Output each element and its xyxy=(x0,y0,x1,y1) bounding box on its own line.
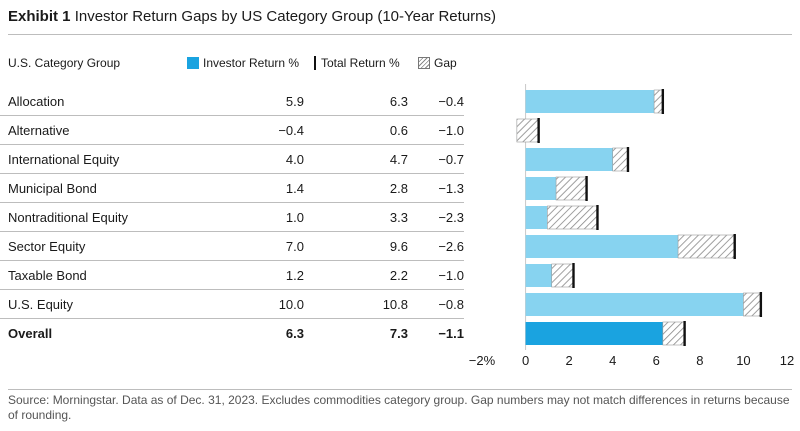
table-row: Nontraditional Equity 1.0 3.3 −2.3 xyxy=(0,202,464,232)
category-name: Overall xyxy=(8,325,53,341)
investor-return-value: 1.0 xyxy=(228,202,304,232)
gap-value: −0.7 xyxy=(408,144,464,174)
table-row-overall: Overall 6.3 7.3 −1.1 xyxy=(0,319,464,348)
footer-divider xyxy=(8,389,792,390)
total-return-value: 4.7 xyxy=(304,144,408,174)
gap-bar xyxy=(743,292,762,317)
total-return-value: 7.3 xyxy=(389,325,408,341)
investor-swatch-icon xyxy=(187,57,199,69)
investor-return-bar xyxy=(525,235,679,258)
investor-return-bar xyxy=(525,264,552,287)
table-row: Allocation 5.9 6.3 −0.4 xyxy=(0,87,464,116)
table-row: International Equity 4.0 4.7 −0.7 xyxy=(0,144,464,174)
gap-value: −1.3 xyxy=(408,173,464,203)
total-return-value: 6.3 xyxy=(304,87,408,116)
gap-bar xyxy=(662,321,685,346)
x-tick-label: 2 xyxy=(566,353,573,368)
total-return-value: 2.2 xyxy=(304,260,408,290)
investor-return-value: −0.4 xyxy=(228,115,304,145)
gap-bar xyxy=(653,89,664,114)
gap-value: −2.3 xyxy=(408,202,464,232)
investor-return-value: 7.0 xyxy=(228,231,304,261)
total-return-value: 0.6 xyxy=(304,115,408,145)
gap-bar xyxy=(677,234,736,259)
total-return-marker xyxy=(572,263,575,288)
legend-total-label: Total Return % xyxy=(321,56,400,70)
gap-hatch-icon xyxy=(418,57,430,69)
total-return-value: 3.3 xyxy=(304,202,408,232)
legend-gap-label: Gap xyxy=(434,56,457,70)
legend-investor-return: Investor Return % xyxy=(187,56,299,70)
gap-bar xyxy=(547,205,598,230)
table-row: Taxable Bond 1.2 2.2 −1.0 xyxy=(0,260,464,290)
investor-return-bar xyxy=(525,90,655,113)
x-tick-label: 0 xyxy=(522,353,529,368)
investor-return-value: 1.4 xyxy=(228,173,304,203)
investor-return-bar xyxy=(525,293,744,316)
total-return-value: 2.8 xyxy=(304,173,408,203)
x-tick-label: 8 xyxy=(696,353,703,368)
gap-bar-chart: −2% 0 2 4 6 8 10 12 xyxy=(469,84,794,368)
category-name: Sector Equity xyxy=(0,231,228,261)
total-marker-icon xyxy=(314,56,316,70)
investor-return-bar xyxy=(525,148,613,171)
total-return-marker xyxy=(733,234,736,259)
legend-investor-label: Investor Return % xyxy=(203,56,300,70)
total-return-marker xyxy=(537,118,540,143)
total-return-marker xyxy=(661,89,665,114)
investor-return-bar xyxy=(525,322,663,345)
gap-bar xyxy=(516,118,539,143)
source-note: Source: Morningstar. Data as of Dec. 31,… xyxy=(8,393,790,422)
total-return-marker xyxy=(585,176,588,201)
category-name: Nontraditional Equity xyxy=(0,202,228,232)
category-name: U.S. Equity xyxy=(0,289,228,319)
legend-total-return: Total Return % xyxy=(314,56,400,70)
category-name: Municipal Bond xyxy=(0,173,228,203)
investor-return-bar xyxy=(525,206,548,229)
gap-bar xyxy=(555,176,587,201)
gap-value: −0.4 xyxy=(408,87,464,116)
gap-bar xyxy=(612,147,629,172)
total-return-value: 9.6 xyxy=(304,231,408,261)
category-name: International Equity xyxy=(0,144,228,174)
gap-value: −1.0 xyxy=(408,115,464,145)
investor-return-value: 4.0 xyxy=(228,144,304,174)
gap-value: −0.8 xyxy=(408,289,464,319)
total-return-marker xyxy=(596,205,599,230)
category-name: Alternative xyxy=(0,115,228,145)
gap-bar xyxy=(551,263,574,288)
title-divider xyxy=(8,34,792,35)
total-return-marker xyxy=(626,147,630,172)
legend-gap: Gap xyxy=(418,56,457,70)
total-return-value: 10.8 xyxy=(304,289,408,319)
investor-return-bar xyxy=(525,177,557,200)
table-row: U.S. Equity 10.0 10.8 −0.8 xyxy=(0,289,464,319)
investor-return-value: 1.2 xyxy=(228,260,304,290)
gap-value: −2.6 xyxy=(408,231,464,261)
table-row: Alternative −0.4 0.6 −1.0 xyxy=(0,115,464,145)
gap-value: −1.0 xyxy=(408,260,464,290)
investor-return-value: 6.3 xyxy=(285,325,304,341)
table-row: Municipal Bond 1.4 2.8 −1.3 xyxy=(0,173,464,203)
investor-return-value: 5.9 xyxy=(228,87,304,116)
x-tick-label: 10 xyxy=(736,353,750,368)
x-tick-label: −2% xyxy=(469,353,496,368)
returns-table: Allocation 5.9 6.3 −0.4 Alternative −0.4… xyxy=(0,87,464,347)
exhibit-label: Exhibit 1 xyxy=(8,8,71,25)
title-text: Investor Return Gaps by US Category Grou… xyxy=(74,8,496,25)
category-name: Allocation xyxy=(0,87,228,116)
x-tick-label: 4 xyxy=(609,353,616,368)
category-name: Taxable Bond xyxy=(0,260,228,290)
category-column-header: U.S. Category Group xyxy=(8,56,121,70)
x-tick-label: 12 xyxy=(780,353,794,368)
table-row: Sector Equity 7.0 9.6 −2.6 xyxy=(0,231,464,261)
x-tick-label: 6 xyxy=(653,353,660,368)
investor-return-value: 10.0 xyxy=(228,289,304,319)
total-return-marker xyxy=(759,292,763,317)
gap-value: −1.1 xyxy=(438,325,464,341)
chart-title: Exhibit 1 Investor Return Gaps by US Cat… xyxy=(8,8,496,25)
total-return-marker xyxy=(683,321,686,346)
